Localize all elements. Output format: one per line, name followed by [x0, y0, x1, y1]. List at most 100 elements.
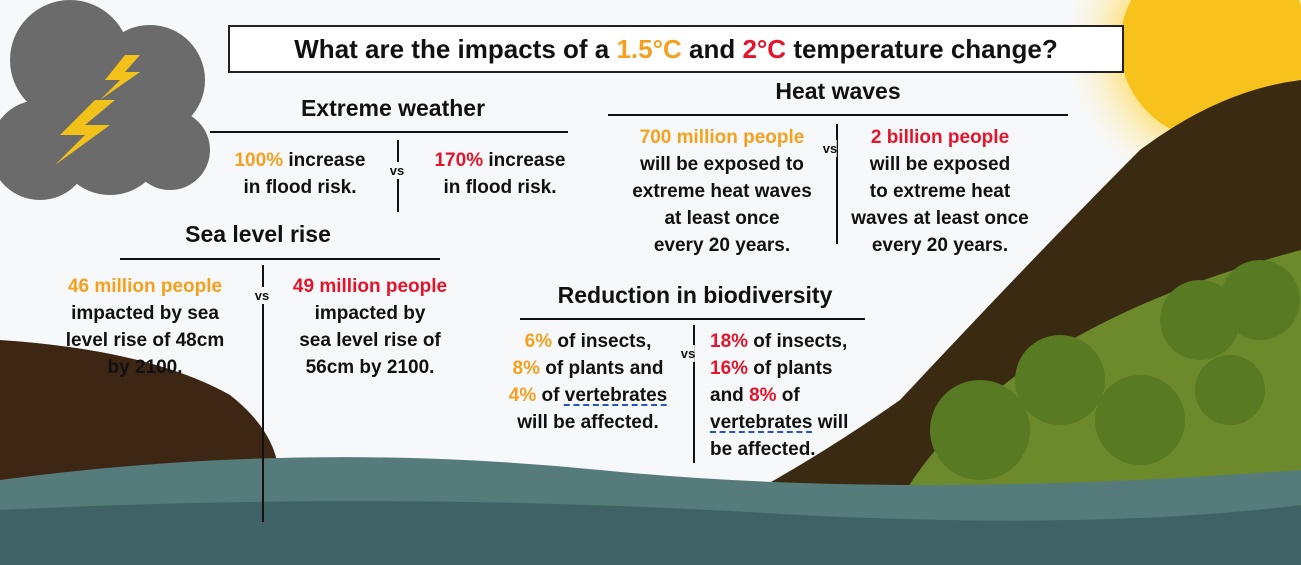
heading-rule — [520, 318, 865, 320]
text-line: 6% of insects, — [509, 328, 667, 355]
text-line: at least once — [632, 205, 812, 232]
text-line: 100% increase — [234, 147, 365, 174]
text-segment: by 2100. — [108, 357, 183, 378]
text-segment: will be exposed — [870, 154, 1010, 175]
heading-rule — [210, 131, 568, 133]
heading-rule — [608, 114, 1068, 116]
text-line: vertebrates will — [710, 409, 848, 436]
text-segment: will be exposed to — [640, 154, 804, 175]
text-segment: increase — [283, 150, 365, 171]
text-segment: 100% — [234, 150, 283, 171]
text-segment: 56cm by 2100. — [306, 357, 435, 378]
text-segment: 16% — [710, 358, 748, 379]
text-segment: sea level rise of — [299, 330, 441, 351]
text-line: will be affected. — [509, 409, 667, 436]
text-segment: vertebrates — [565, 385, 667, 406]
text-line: by 2100. — [66, 354, 224, 381]
right-text: 49 million people impacted by sea level ri… — [293, 273, 447, 381]
vs-label: vs — [255, 287, 269, 304]
text-segment: 8% — [513, 358, 540, 379]
left-text: 700 million people will be exposed to extr… — [632, 124, 812, 259]
text-line: to extreme heat — [851, 178, 1028, 205]
text-segment: of insects, — [552, 331, 651, 352]
text-segment: impacted by sea — [71, 303, 219, 324]
text-segment: of plants — [748, 358, 832, 379]
text-line: extreme heat waves — [632, 178, 812, 205]
text-line: every 20 years. — [632, 232, 812, 259]
vs-label: vs — [681, 345, 695, 362]
section-heading: Extreme weather — [301, 95, 485, 122]
text-line: will be exposed to — [632, 151, 812, 178]
heading-rule — [120, 258, 440, 260]
vs-label: vs — [390, 162, 404, 179]
right-text: 170% increase in flood risk. — [434, 147, 565, 201]
text-line: 8% of plants and — [509, 355, 667, 382]
text-segment: every 20 years. — [872, 235, 1008, 256]
text-segment: 49 million people — [293, 276, 447, 297]
text-line: waves at least once — [851, 205, 1028, 232]
text-segment: 1.5°C — [616, 34, 681, 64]
text-line: in flood risk. — [234, 174, 365, 201]
right-text: 2 billion people will be exposed to extrem… — [851, 124, 1028, 259]
text-segment: 2°C — [742, 34, 786, 64]
text-segment: 170% — [434, 150, 483, 171]
text-segment: temperature change? — [786, 34, 1058, 64]
text-segment: 8% — [749, 385, 776, 406]
section-heading: Heat waves — [775, 78, 900, 105]
text-segment: 4% — [509, 385, 536, 406]
text-line: impacted by sea — [66, 300, 224, 327]
text-segment: extreme heat waves — [632, 181, 812, 202]
text-segment: 46 million people — [68, 276, 222, 297]
text-segment: impacted by — [315, 303, 426, 324]
text-line: in flood risk. — [434, 174, 565, 201]
text-line: 56cm by 2100. — [293, 354, 447, 381]
left-text: 46 million people impacted by sea level ri… — [66, 273, 224, 381]
text-line: 2 billion people — [851, 124, 1028, 151]
text-segment: waves at least once — [851, 208, 1028, 229]
text-segment: What are the impacts of a — [294, 34, 616, 64]
text-line: 700 million people — [632, 124, 812, 151]
text-segment: and — [682, 34, 743, 64]
text-line: 4% of vertebrates — [509, 382, 667, 409]
text-segment: will — [812, 412, 848, 433]
infographic: What are the impacts of a 1.5°C and 2°C … — [0, 0, 1301, 565]
text-segment: in flood risk. — [244, 177, 357, 198]
text-segment: 18% — [710, 331, 748, 352]
text-segment: at least once — [664, 208, 779, 229]
text-line: be affected. — [710, 436, 848, 463]
text-segment: level rise of 48cm — [66, 330, 224, 351]
text-line: and 8% of — [710, 382, 848, 409]
text-segment: 6% — [525, 331, 552, 352]
text-segment: in flood risk. — [444, 177, 557, 198]
text-segment: 2 billion people — [871, 127, 1009, 148]
text-line: sea level rise of — [293, 327, 447, 354]
text-segment: will be affected. — [517, 412, 658, 433]
text-line: every 20 years. — [851, 232, 1028, 259]
text-segment: of — [536, 385, 565, 406]
text-line: 46 million people — [66, 273, 224, 300]
vs-label: vs — [823, 140, 837, 157]
text-segment: and — [710, 385, 749, 406]
text-segment: of insects, — [748, 331, 847, 352]
text-segment: increase — [483, 150, 565, 171]
text-line: impacted by — [293, 300, 447, 327]
text-segment: every 20 years. — [654, 235, 790, 256]
text-line: level rise of 48cm — [66, 327, 224, 354]
text-line: 170% increase — [434, 147, 565, 174]
text-line: 49 million people — [293, 273, 447, 300]
text-segment: vertebrates — [710, 412, 812, 433]
section-heading: Reduction in biodiversity — [558, 282, 833, 309]
text-line: 16% of plants — [710, 355, 848, 382]
title: What are the impacts of a 1.5°C and 2°C … — [228, 25, 1124, 73]
text-segment: of — [777, 385, 800, 406]
text-segment: be affected. — [710, 439, 816, 460]
text-segment: 700 million people — [640, 127, 805, 148]
text-segment: of plants and — [540, 358, 664, 379]
text-line: will be exposed — [851, 151, 1028, 178]
text-line: 18% of insects, — [710, 328, 848, 355]
text-segment: to extreme heat — [870, 181, 1010, 202]
left-text: 100% increase in flood risk. — [234, 147, 365, 201]
section-heading: Sea level rise — [185, 221, 331, 248]
